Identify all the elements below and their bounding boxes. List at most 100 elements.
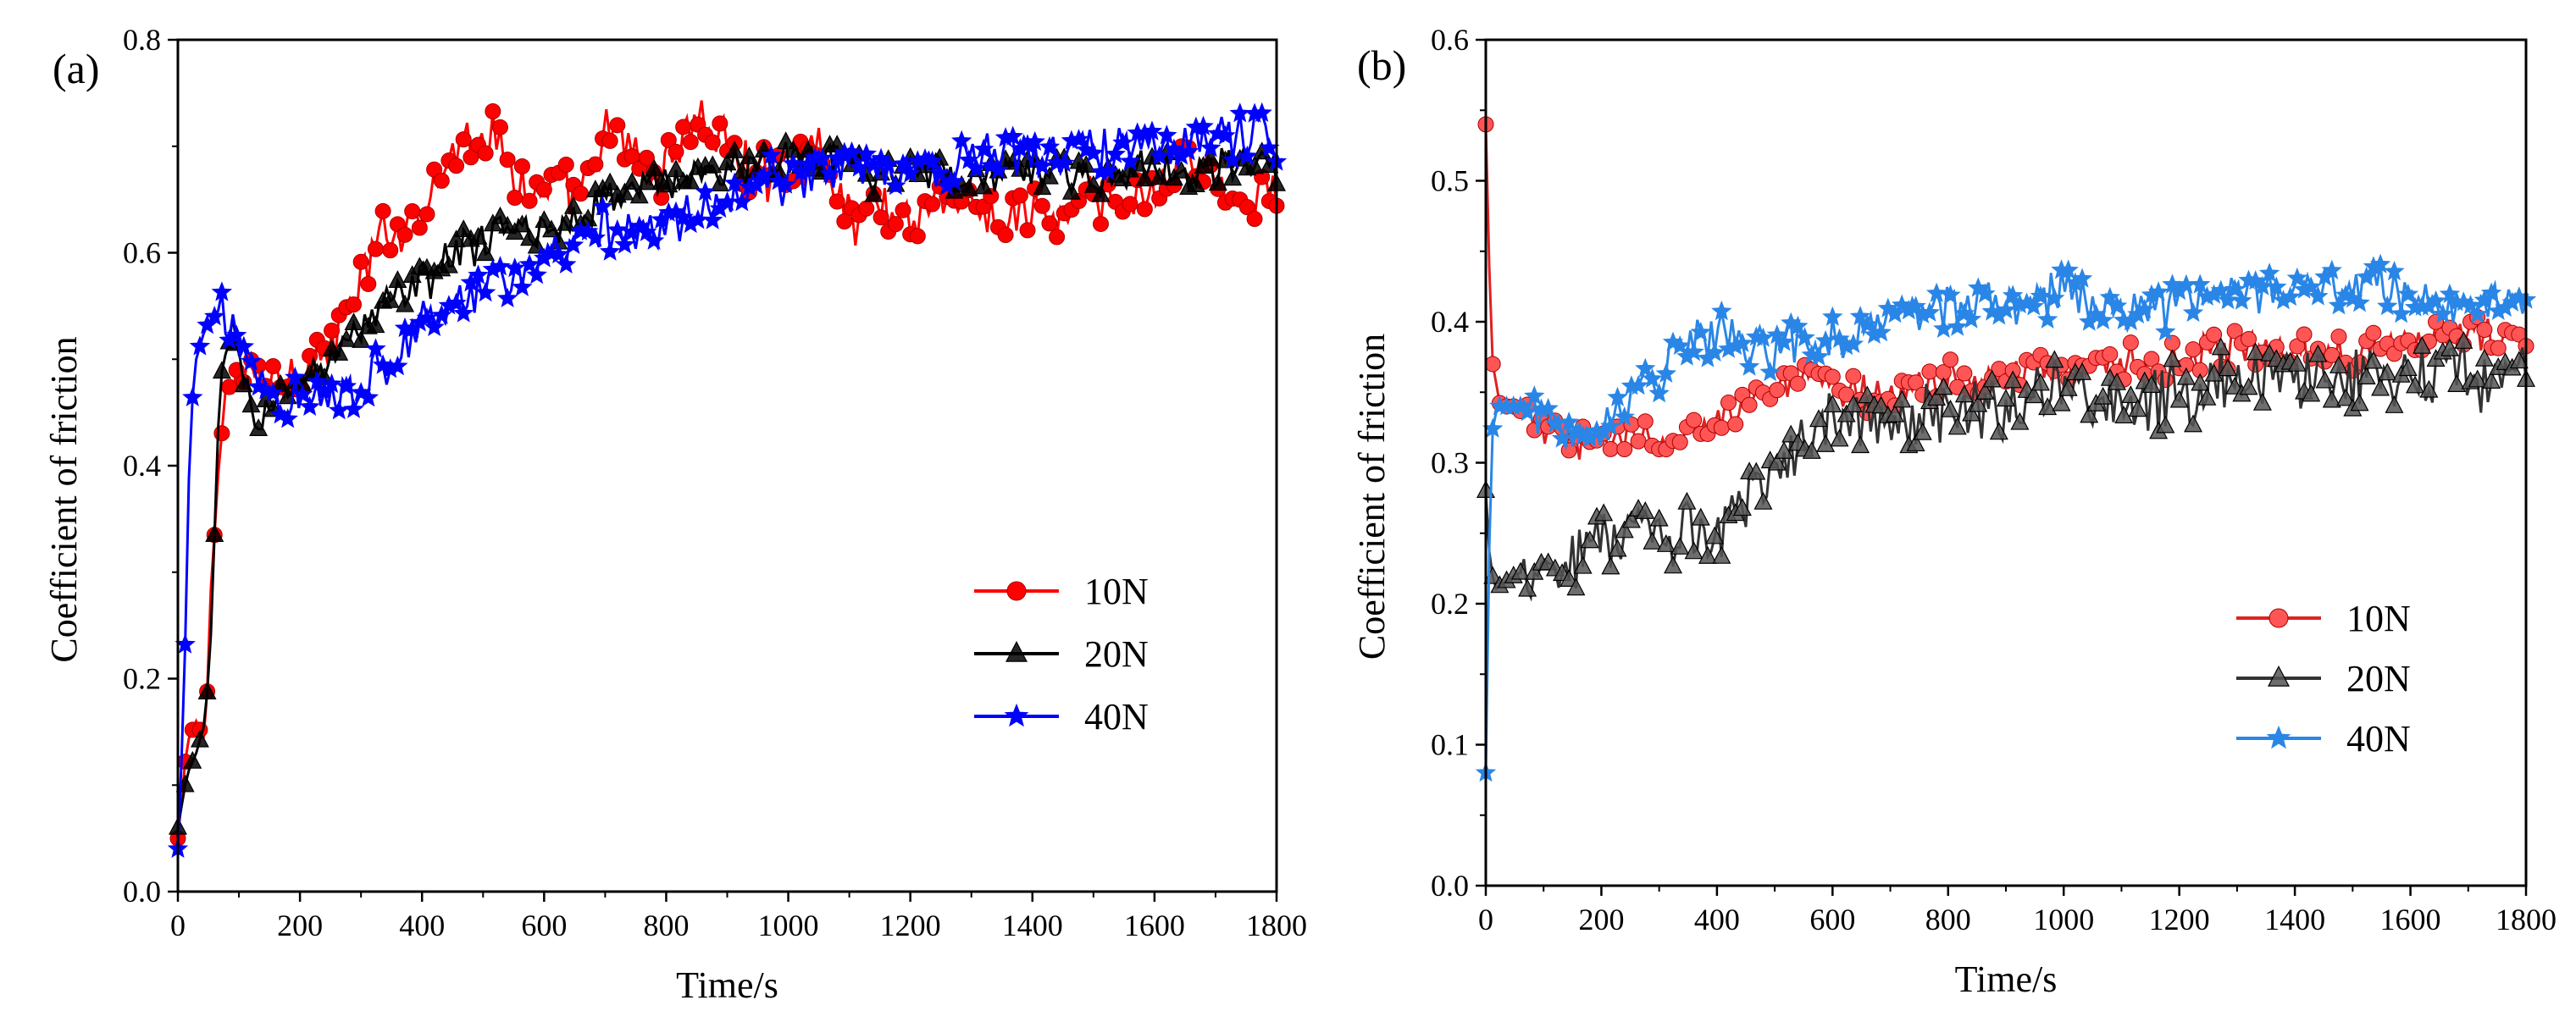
data-point-b-10N [1671, 434, 1688, 450]
data-point-a-40N [701, 209, 723, 229]
data-point-a-10N [213, 425, 230, 442]
legend-a: 10N 20N 40N [974, 571, 1149, 737]
data-point-a-10N [1011, 187, 1028, 204]
data-point-b-10N [2490, 340, 2507, 356]
data-point-a-10N [858, 200, 875, 217]
data-point-b-20N [1843, 395, 1863, 412]
data-point-a-20N [1061, 181, 1081, 200]
data-point-b-20N [2371, 378, 2390, 396]
data-point-a-20N [557, 213, 576, 231]
y-tick-label-a: 0.4 [123, 449, 161, 483]
data-point-b-20N [1906, 434, 1925, 452]
legend-item-b-10N: 10N [2236, 598, 2411, 639]
data-point-a-40N [1105, 143, 1126, 163]
data-point-a-40N [761, 144, 782, 164]
data-point-b-40N [1551, 428, 1573, 448]
data-point-b-40N [1787, 315, 1809, 335]
data-point-b-20N [1823, 395, 1842, 413]
data-point-a-20N [1150, 167, 1169, 185]
data-point-b-40N [2147, 281, 2169, 301]
data-point-a-20N [645, 158, 664, 177]
x-tick-label-b: 1600 [2380, 903, 2441, 936]
data-point-b-10N [1630, 433, 1647, 450]
data-point-b-20N [2107, 372, 2126, 390]
data-point-a-10N [448, 157, 465, 174]
data-point-b-20N [1664, 555, 1683, 574]
data-point-a-40N [972, 138, 994, 158]
data-point-a-20N [454, 219, 474, 238]
series-a-10N [169, 100, 1285, 847]
data-point-b-40N [2301, 276, 2322, 296]
data-point-a-20N [490, 206, 510, 224]
data-point-b-20N [2308, 344, 2328, 362]
data-point-b-40N [1559, 412, 1580, 432]
data-point-b-40N [2369, 253, 2391, 273]
data-point-a-20N [249, 418, 269, 436]
data-point-a-40N [225, 324, 247, 345]
plot-area-a [167, 100, 1288, 859]
data-point-a-40N [1156, 124, 1177, 145]
data-point-b-40N [2002, 284, 2024, 305]
data-point-a-10N [433, 172, 450, 189]
data-point-b-20N [1621, 510, 1641, 528]
data-point-a-40N [285, 366, 306, 387]
data-point-a-10N [1246, 211, 1263, 228]
data-point-a-40N [1251, 102, 1272, 123]
data-point-a-20N [1223, 168, 1243, 186]
data-point-a-10N [396, 226, 413, 243]
series-b-20N [1476, 331, 2535, 602]
y-tick-label-a: 0.6 [123, 236, 161, 270]
data-point-a-10N [601, 132, 618, 149]
data-point-b-20N [2246, 342, 2265, 361]
data-point-b-40N [1960, 308, 1982, 329]
data-point-b-20N [2385, 395, 2404, 413]
data-point-a-10N [491, 119, 508, 135]
data-point-b-20N [2406, 375, 2425, 394]
data-point-a-40N [1083, 142, 1105, 163]
data-point-b-10N [2226, 323, 2243, 340]
y-tick-label-a: 0.0 [123, 875, 161, 909]
legend-label-b: 40N [2346, 718, 2411, 760]
data-point-b-10N [2206, 326, 2223, 343]
data-point-b-20N [1816, 434, 1836, 452]
data-point-a-20N [681, 171, 701, 190]
data-point-a-10N [360, 275, 377, 292]
legend-item-a-40N: 40N [974, 696, 1149, 737]
chart-panel-a: 0 200 400 600 800 1000 1200 1400 1600 1800 0.0 0.2 0… [43, 23, 1307, 1006]
data-point-a-20N [725, 141, 745, 158]
data-point-b-10N [1824, 368, 1841, 385]
data-point-a-40N [885, 174, 906, 196]
data-point-a-10N [346, 296, 363, 313]
data-point-a-40N [512, 276, 533, 296]
y-tick-label-b: 0.2 [1431, 587, 1469, 621]
data-point-a-40N [1149, 145, 1170, 165]
data-point-b-20N [1851, 435, 1870, 454]
x-tick-label-b: 1800 [2496, 903, 2557, 936]
data-point-a-40N [643, 229, 665, 250]
data-point-a-10N [682, 134, 699, 151]
data-point-b-20N [2329, 356, 2348, 373]
data-point-b-10N [2365, 324, 2382, 341]
data-point-b-40N [2356, 266, 2377, 286]
data-point-a-40N [233, 335, 255, 356]
legend-label-a: 20N [1084, 633, 1149, 675]
data-point-a-40N [335, 375, 357, 395]
data-point-b-40N [2480, 282, 2502, 302]
data-point-a-10N [324, 322, 341, 339]
data-point-a-40N [387, 355, 408, 376]
data-point-b-40N [2134, 298, 2155, 319]
data-point-b-20N [1809, 409, 1828, 428]
data-point-b-10N [1686, 412, 1703, 428]
data-point-a-10N [557, 157, 574, 174]
data-point-a-20N [535, 210, 554, 229]
data-point-b-20N [1670, 537, 1690, 555]
data-point-a-20N [541, 219, 561, 238]
data-point-b-40N [1524, 385, 1545, 406]
data-point-a-20N [234, 374, 253, 393]
data-point-b-20N [2045, 350, 2064, 368]
data-point-a-40N [1024, 130, 1045, 152]
data-point-a-40N [723, 172, 745, 192]
data-point-b-40N [2307, 285, 2329, 306]
data-point-b-20N [1836, 404, 1856, 423]
data-point-b-10N [1484, 356, 1501, 373]
